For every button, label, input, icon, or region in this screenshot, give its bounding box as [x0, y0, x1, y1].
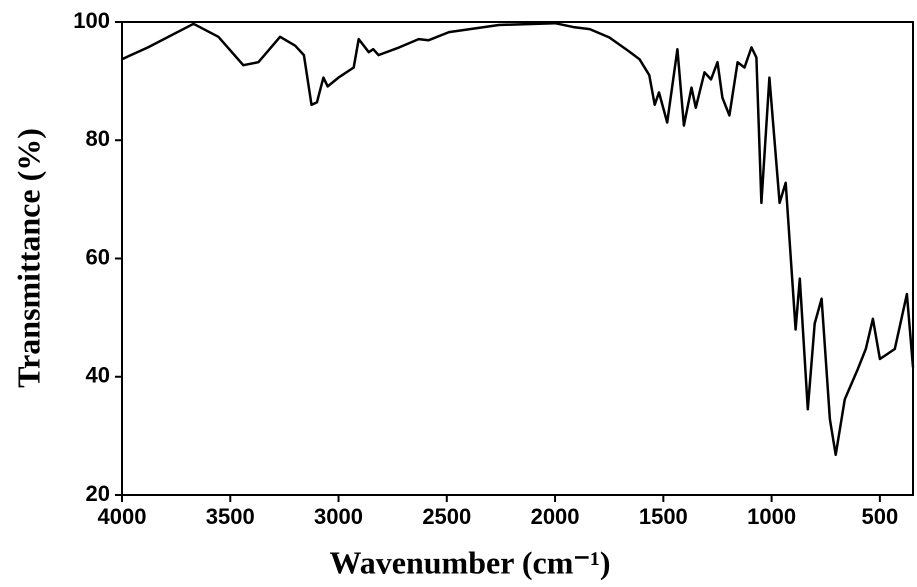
x-tick-label: 4000 — [98, 504, 147, 529]
x-tick-label: 3000 — [314, 504, 363, 529]
y-tick-label: 80 — [86, 126, 110, 151]
x-tick-label: 1500 — [639, 504, 688, 529]
x-tick-label: 2500 — [422, 504, 471, 529]
y-tick-label: 60 — [86, 244, 110, 269]
y-tick-label: 20 — [86, 481, 110, 506]
x-tick-label: 1000 — [747, 504, 796, 529]
y-axis-title: Transmittance (%) — [10, 128, 46, 388]
spectrum-line — [121, 21, 915, 457]
x-axis-title: Wavenumber (cm⁻¹) — [330, 544, 611, 580]
x-tick-label: 500 — [862, 504, 899, 529]
x-tick-label: 2000 — [531, 504, 580, 529]
y-tick-label: 40 — [86, 363, 110, 388]
plot-frame — [121, 21, 914, 496]
y-tick-label: 100 — [73, 8, 110, 33]
x-tick-label: 3500 — [206, 504, 255, 529]
